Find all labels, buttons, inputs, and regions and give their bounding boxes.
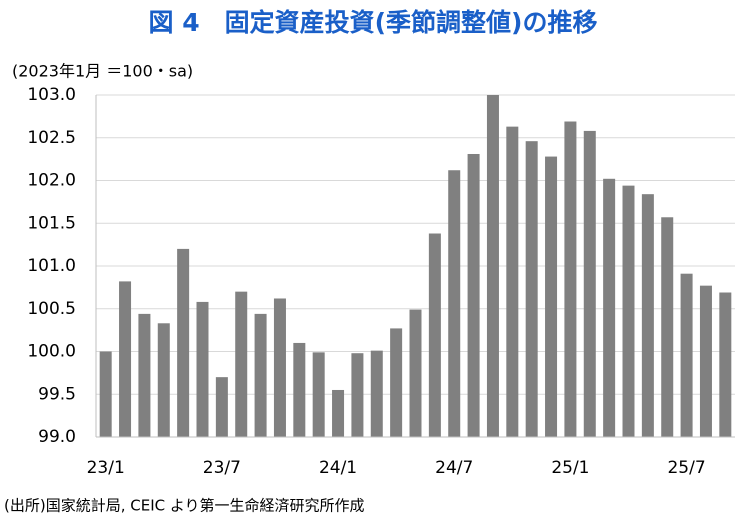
bar bbox=[351, 353, 364, 437]
bar bbox=[390, 328, 403, 437]
bar bbox=[545, 156, 558, 437]
bar bbox=[177, 248, 190, 437]
y-axis-label: (2023年1月 ＝100・sa) bbox=[12, 62, 193, 81]
bar bbox=[409, 309, 422, 437]
bar bbox=[680, 273, 693, 437]
bar bbox=[641, 194, 654, 437]
bar bbox=[119, 281, 132, 437]
bar bbox=[138, 313, 151, 437]
bar bbox=[332, 389, 345, 437]
bar bbox=[157, 323, 170, 437]
bar bbox=[506, 126, 519, 437]
y-tick-label: 100.0 bbox=[27, 342, 76, 362]
y-tick-label: 99.0 bbox=[38, 427, 76, 447]
bar bbox=[448, 170, 461, 438]
x-tick-label: 25/7 bbox=[667, 458, 705, 478]
bar bbox=[603, 178, 616, 438]
bar bbox=[719, 292, 732, 437]
bar bbox=[215, 377, 228, 437]
y-tick-label: 101.5 bbox=[27, 213, 76, 233]
source-note: (出所)国家統計局, CEIC より第一生命経済研究所作成 bbox=[4, 497, 365, 515]
bar bbox=[525, 141, 538, 438]
bar bbox=[467, 153, 480, 437]
bar bbox=[370, 350, 383, 437]
y-tick-label: 102.5 bbox=[27, 128, 76, 148]
bar bbox=[583, 130, 596, 437]
x-tick-label: 23/7 bbox=[203, 458, 241, 478]
y-tick-label: 101.0 bbox=[27, 256, 76, 276]
x-tick-label: 25/1 bbox=[551, 458, 589, 478]
bar bbox=[235, 291, 248, 437]
bar bbox=[273, 298, 286, 437]
bar bbox=[661, 217, 674, 437]
bar bbox=[428, 233, 441, 437]
chart-title: 図 4 固定資産投資(季節調整値)の推移 bbox=[149, 8, 598, 37]
y-tick-label: 100.5 bbox=[27, 299, 76, 319]
x-tick-label: 24/7 bbox=[435, 458, 473, 478]
y-tick-label: 103.0 bbox=[27, 85, 76, 105]
bar bbox=[312, 352, 325, 437]
x-tick-label: 23/1 bbox=[87, 458, 125, 478]
bar bbox=[564, 121, 577, 437]
x-tick-label: 24/1 bbox=[319, 458, 357, 478]
bar bbox=[486, 95, 499, 437]
y-tick-label: 99.5 bbox=[38, 384, 76, 404]
bar bbox=[699, 285, 712, 437]
bar bbox=[293, 342, 306, 437]
y-tick-label: 102.0 bbox=[27, 171, 76, 191]
bar bbox=[99, 351, 112, 437]
bar bbox=[254, 313, 267, 437]
bar bbox=[622, 185, 635, 437]
bar bbox=[196, 301, 209, 437]
